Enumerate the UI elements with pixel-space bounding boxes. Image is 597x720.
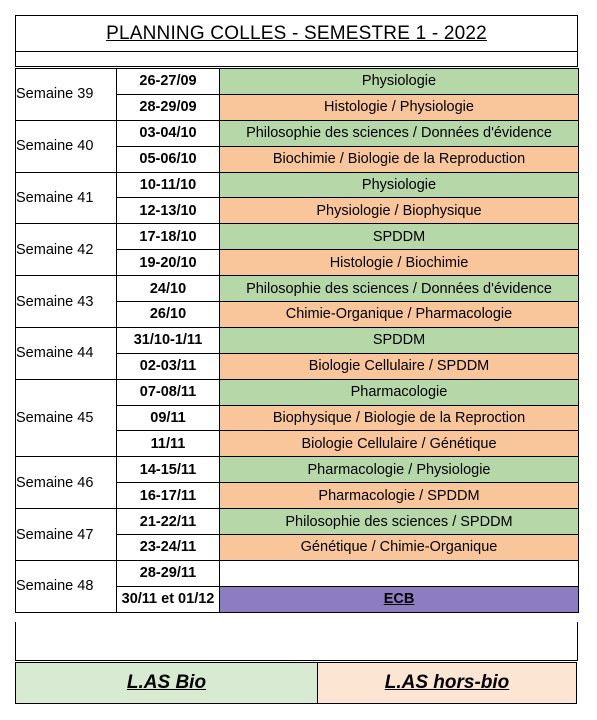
- subject-cell: [219, 559, 579, 587]
- date-cell: 28-29/11: [116, 559, 220, 587]
- subject-cell: Physiologie / Biophysique: [219, 197, 579, 225]
- table-row: Semaine 46 14-15/11 Pharmacologie / Physio…: [15, 456, 579, 510]
- table-row: Semaine 41 10-11/10 Physiologie: [15, 171, 579, 225]
- table-row: 23-24/11 Génétique / Chimie-Organique: [16, 534, 579, 561]
- date-cell: 16-17/11: [116, 482, 220, 510]
- table-row: Semaine 42 17-18/10 SPDDM: [15, 223, 579, 277]
- date-cell: 21-22/11: [116, 508, 220, 536]
- date-cell: 05-06/10: [116, 145, 220, 173]
- subject-cell: Physiologie: [219, 68, 579, 95]
- subject-cell: Génétique / Chimie-Organique: [219, 534, 579, 561]
- date-cell: 31/10-1/11: [116, 326, 220, 354]
- subject-cell: SPDDM: [219, 223, 579, 251]
- week-label: Semaine 47: [15, 508, 117, 561]
- subject-cell: Philosophie des sciences / Données d'évi…: [219, 119, 579, 147]
- week-label: Semaine 45: [15, 378, 117, 458]
- week-label: Semaine 43: [15, 275, 117, 328]
- table-row: 30/11 et 01/12 ECB: [16, 585, 579, 613]
- date-cell: 30/11 et 01/12: [116, 585, 220, 613]
- week-label: Semaine 48: [15, 559, 117, 613]
- table-row: Semaine 44 31/10-1/11 SPDDM: [15, 326, 579, 380]
- subject-cell: Biologie Cellulaire / SPDDM: [219, 352, 579, 380]
- date-cell: 23-24/11: [116, 534, 220, 561]
- subject-cell: Physiologie: [219, 171, 579, 199]
- table-row: 26/10 Chimie-Organique / Pharmacologie: [16, 301, 579, 328]
- date-cell: 26/10: [116, 301, 220, 328]
- legend-las-bio: L.AS Bio: [15, 662, 318, 704]
- legend-las-hors-bio: L.AS hors-bio: [318, 662, 577, 704]
- date-cell: 07-08/11: [116, 378, 220, 406]
- date-cell: 17-18/10: [116, 223, 220, 251]
- table-row: Semaine 47 21-22/11 Philosophie des scienc…: [15, 508, 579, 561]
- table-row: Semaine 39 26-27/09 Physiologie: [15, 68, 579, 121]
- subject-cell: ECB: [219, 585, 579, 613]
- week-label: Semaine 46: [15, 456, 117, 510]
- subject-cell: Philosophie des sciences / Données d'évi…: [219, 275, 579, 303]
- subject-cell: Histologie / Physiologie: [219, 93, 579, 121]
- table-row: Semaine 40 03-04/10 Philosophie des scienc…: [15, 119, 579, 173]
- week-label: Semaine 41: [15, 171, 117, 225]
- date-cell: 12-13/10: [116, 197, 220, 225]
- week-label: Semaine 44: [15, 326, 117, 380]
- date-cell: 19-20/10: [116, 249, 220, 277]
- table-row: 12-13/10 Physiologie / Biophysique: [16, 197, 579, 225]
- date-cell: 03-04/10: [116, 119, 220, 147]
- table-row: Semaine 48 28-29/11: [15, 559, 579, 613]
- table-row: 28-29/09 Histologie / Physiologie: [16, 93, 579, 121]
- subject-cell: Pharmacologie / Physiologie: [219, 456, 579, 484]
- date-cell: 28-29/09: [116, 93, 220, 121]
- week-label: Semaine 39: [15, 68, 117, 121]
- week-label: Semaine 40: [15, 119, 117, 173]
- table-row: 16-17/11 Pharmacologie / SPDDM: [16, 482, 579, 510]
- legend: L.AS Bio L.AS hors-bio: [15, 662, 578, 704]
- table-row: 09/11 Biophysique / Biologie de la Reproc…: [16, 404, 579, 432]
- table-row: Semaine 43 24/10 Philosophie des sciences …: [15, 275, 579, 328]
- subject-cell: Philosophie des sciences / SPDDM: [219, 508, 579, 536]
- subject-cell: SPDDM: [219, 326, 579, 354]
- table-row: 05-06/10 Biochimie / Biologie de la Repro…: [16, 145, 579, 173]
- subject-cell: Histologie / Biochimie: [219, 249, 579, 277]
- schedule-table: Semaine 39 26-27/09 Physiologie 28-29/09 His…: [15, 68, 579, 613]
- date-cell: 14-15/11: [116, 456, 220, 484]
- table-row: 11/11 Biologie Cellulaire / Génétique: [16, 430, 579, 458]
- table-row: 19-20/10 Histologie / Biochimie: [16, 249, 579, 277]
- page-title: PLANNING COLLES - SEMESTRE 1 - 2022: [106, 22, 487, 44]
- date-cell: 10-11/10: [116, 171, 220, 199]
- week-label: Semaine 42: [15, 223, 117, 277]
- subject-cell: Pharmacologie / SPDDM: [219, 482, 579, 510]
- empty-row: [15, 622, 578, 661]
- table-row: Semaine 45 07-08/11 Pharmacologie: [15, 378, 579, 458]
- subject-cell: Pharmacologie: [219, 378, 579, 406]
- date-cell: 26-27/09: [116, 68, 220, 95]
- date-cell: 02-03/11: [116, 352, 220, 380]
- title-box: PLANNING COLLES - SEMESTRE 1 - 2022: [15, 15, 578, 52]
- subject-cell: Biochimie / Biologie de la Reproduction: [219, 145, 579, 173]
- date-cell: 09/11: [116, 404, 220, 432]
- date-cell: 11/11: [116, 430, 220, 458]
- subject-cell: Biophysique / Biologie de la Reproction: [219, 404, 579, 432]
- subject-cell: Chimie-Organique / Pharmacologie: [219, 301, 579, 328]
- subject-cell: Biologie Cellulaire / Génétique: [219, 430, 579, 458]
- date-cell: 24/10: [116, 275, 220, 303]
- spacer-row: [15, 51, 578, 67]
